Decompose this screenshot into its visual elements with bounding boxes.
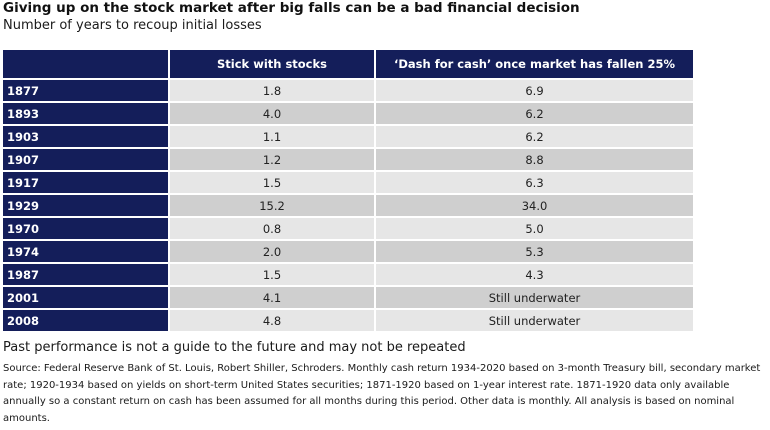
table-row: 1929 15.2 34.0 bbox=[3, 195, 693, 218]
dash-for-cash-value: 6.2 bbox=[376, 126, 693, 149]
table-row: 1903 1.1 6.2 bbox=[3, 126, 693, 149]
stick-with-stocks-value: 15.2 bbox=[168, 195, 376, 218]
table-body: 1877 1.8 6.9 1893 4.0 6.2 1903 1.1 6.2 1907 1.2 8.8… bbox=[3, 80, 693, 333]
recoup-table: Stick with stocks ‘Dash for cash’ once m… bbox=[3, 50, 693, 333]
header-stick-with-stocks: Stick with stocks bbox=[168, 50, 376, 80]
stick-with-stocks-value: 2.0 bbox=[168, 241, 376, 264]
row-year-label: 1907 bbox=[3, 149, 168, 172]
row-year-label: 1903 bbox=[3, 126, 168, 149]
dash-for-cash-value: 6.2 bbox=[376, 103, 693, 126]
table-row: 2001 4.1 Still underwater bbox=[3, 287, 693, 310]
table-row: 1974 2.0 5.3 bbox=[3, 241, 693, 264]
table-row: 2008 4.8 Still underwater bbox=[3, 310, 693, 333]
stick-with-stocks-value: 1.1 bbox=[168, 126, 376, 149]
dash-for-cash-value: 6.9 bbox=[376, 80, 693, 103]
row-year-label: 1877 bbox=[3, 80, 168, 103]
row-year-label: 1970 bbox=[3, 218, 168, 241]
row-year-label: 1987 bbox=[3, 264, 168, 287]
dash-for-cash-value: Still underwater bbox=[376, 310, 693, 333]
chart-title: Giving up on the stock market after big … bbox=[3, 0, 580, 16]
table-row: 1877 1.8 6.9 bbox=[3, 80, 693, 103]
header-blank-cell bbox=[3, 50, 168, 80]
stick-with-stocks-value: 1.2 bbox=[168, 149, 376, 172]
row-year-label: 2008 bbox=[3, 310, 168, 333]
dash-for-cash-value: 34.0 bbox=[376, 195, 693, 218]
dash-for-cash-value: 8.8 bbox=[376, 149, 693, 172]
stick-with-stocks-value: 1.5 bbox=[168, 264, 376, 287]
dash-for-cash-value: 5.3 bbox=[376, 241, 693, 264]
stick-with-stocks-value: 1.5 bbox=[168, 172, 376, 195]
stick-with-stocks-value: 4.1 bbox=[168, 287, 376, 310]
dash-for-cash-value: 5.0 bbox=[376, 218, 693, 241]
disclaimer-note: Past performance is not a guide to the f… bbox=[3, 340, 466, 355]
table-row: 1907 1.2 8.8 bbox=[3, 149, 693, 172]
dash-for-cash-value: 4.3 bbox=[376, 264, 693, 287]
dash-for-cash-value: Still underwater bbox=[376, 287, 693, 310]
table-row: 1893 4.0 6.2 bbox=[3, 103, 693, 126]
dash-for-cash-value: 6.3 bbox=[376, 172, 693, 195]
stick-with-stocks-value: 4.0 bbox=[168, 103, 376, 126]
table-header-row: Stick with stocks ‘Dash for cash’ once m… bbox=[3, 50, 693, 80]
row-year-label: 1917 bbox=[3, 172, 168, 195]
row-year-label: 1893 bbox=[3, 103, 168, 126]
table-row: 1970 0.8 5.0 bbox=[3, 218, 693, 241]
chart-subtitle: Number of years to recoup initial losses bbox=[3, 18, 262, 33]
source-note: Source: Federal Reserve Bank of St. Loui… bbox=[3, 363, 761, 424]
stick-with-stocks-value: 0.8 bbox=[168, 218, 376, 241]
stick-with-stocks-value: 1.8 bbox=[168, 80, 376, 103]
row-year-label: 1974 bbox=[3, 241, 168, 264]
table-row: 1917 1.5 6.3 bbox=[3, 172, 693, 195]
header-dash-for-cash: ‘Dash for cash’ once market has fallen 2… bbox=[376, 50, 693, 80]
table-row: 1987 1.5 4.3 bbox=[3, 264, 693, 287]
stick-with-stocks-value: 4.8 bbox=[168, 310, 376, 333]
row-year-label: 1929 bbox=[3, 195, 168, 218]
row-year-label: 2001 bbox=[3, 287, 168, 310]
